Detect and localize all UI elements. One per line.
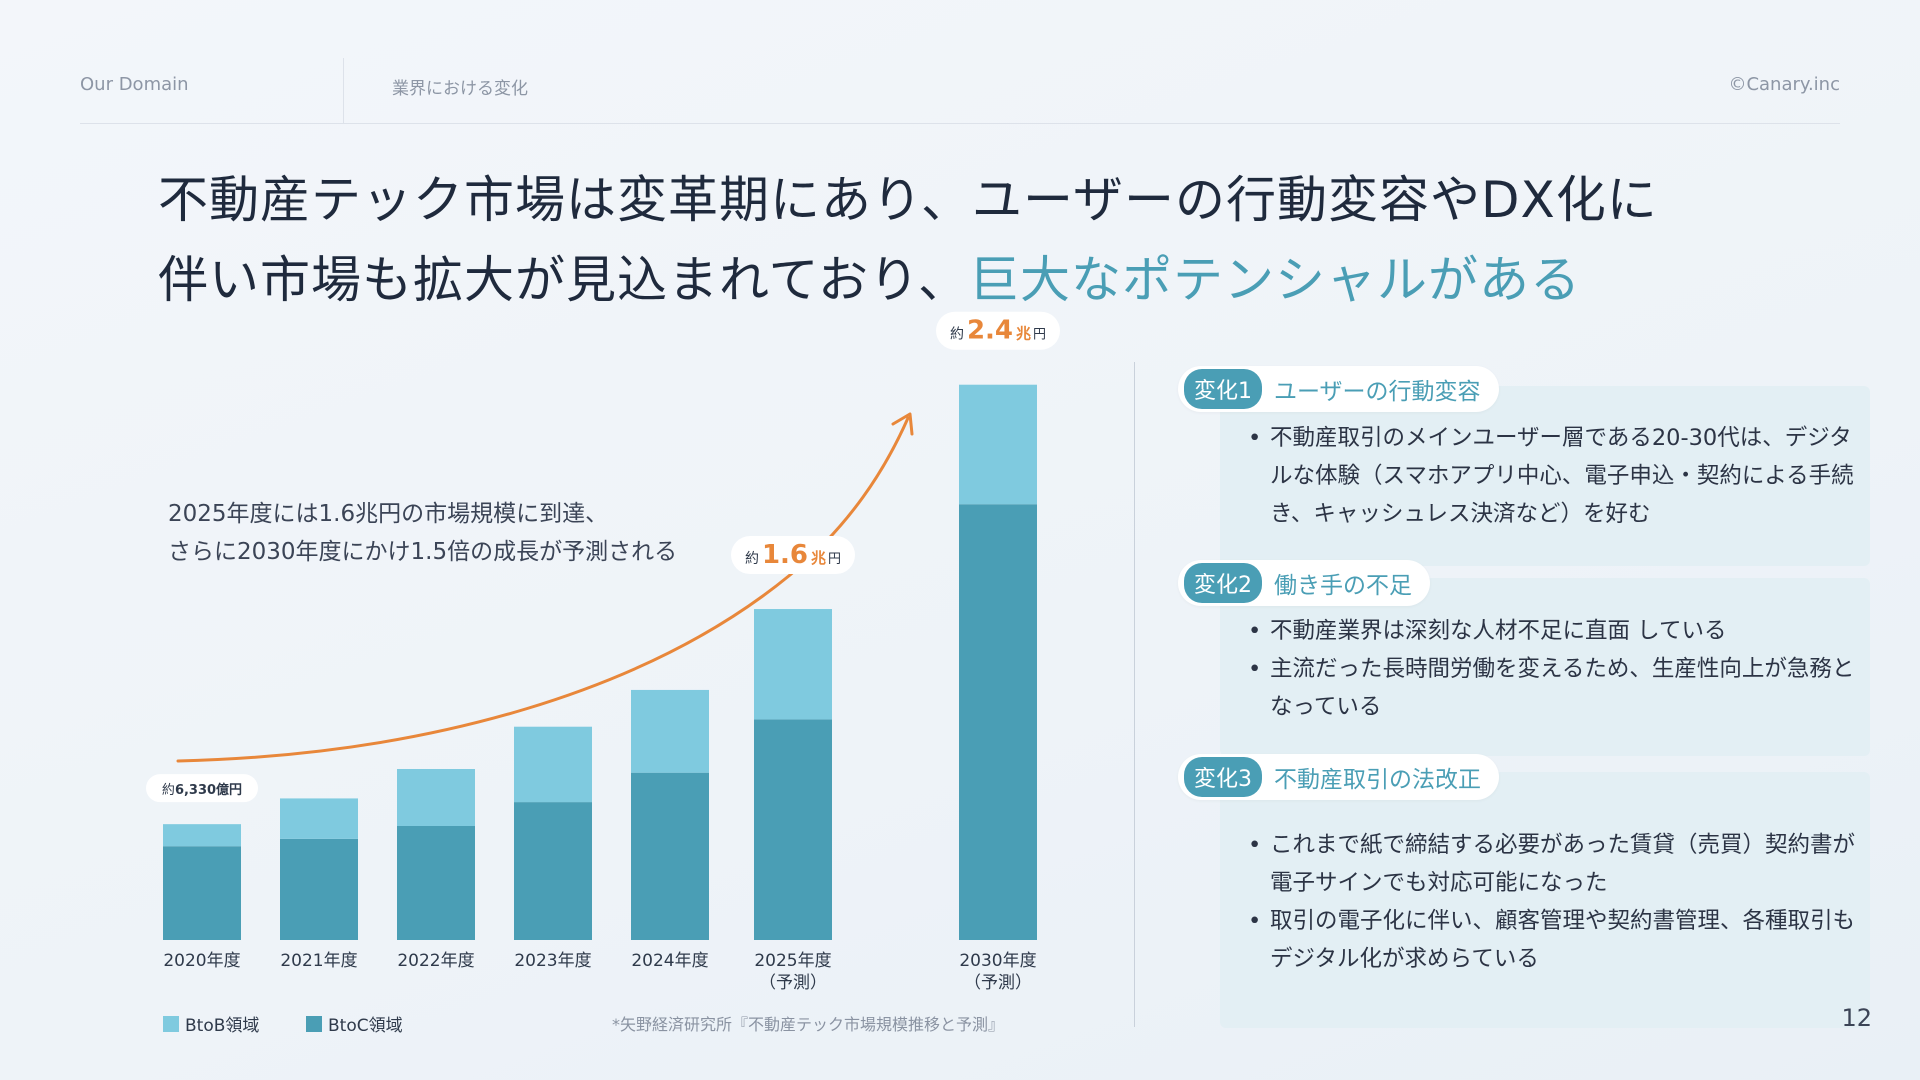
bar-btoc [280, 838, 358, 940]
vertical-divider [1134, 362, 1135, 1027]
x-tick-label: 2022年度 [397, 951, 474, 971]
page-header: Our Domain 業界における変化 ©Canary.inc [0, 58, 1920, 124]
change-pill-2: 変化2 働き手の不足 [1178, 560, 1430, 606]
chart-source: *矢野経済研究所『不動産テック市場規模推移と予測』 [612, 1015, 1005, 1034]
x-tick-label: 2021年度 [280, 951, 357, 971]
change-pill-3: 変化3 不動産取引の法改正 [1178, 754, 1499, 800]
lead-line-2: さらに2030年度にかけ1.5倍の成長が予測される [168, 539, 678, 565]
bar-btob [514, 726, 592, 803]
change-pill-1: 変化1 ユーザーの行動変容 [1178, 366, 1499, 412]
bar-btob [280, 798, 358, 839]
change-title-1: ユーザーの行動変容 [1274, 379, 1481, 405]
x-tick-label: （予測） [759, 973, 827, 993]
change-point: 不動産取引のメインユーザー層である20-30代は、デジタルな体験（スマホアプリ中… [1248, 419, 1858, 533]
x-tick-label: 2030年度 [959, 951, 1036, 971]
legend-btoc: BtoC領域 [306, 1011, 403, 1036]
trend-arrow-line [176, 416, 910, 763]
change-points-3: これまで紙で締結する必要があった賃貸（売買）契約書が電子サインでも対応可能になっ… [1248, 826, 1858, 978]
change-points-2: 不動産業界は深刻な人材不足に直面 している 主流だった長時間労働を変えるため、生… [1248, 612, 1858, 726]
change-title-2: 働き手の不足 [1274, 573, 1412, 599]
legend-label-btob: BtoB領域 [185, 1016, 260, 1036]
domain-label: Our Domain [80, 74, 189, 95]
bar-btob [754, 609, 832, 720]
change-points-1: 不動産取引のメインユーザー層である20-30代は、デジタルな体験（スマホアプリ中… [1248, 419, 1858, 533]
legend-swatch-btob [163, 1015, 179, 1032]
page-number: 12 [1841, 1004, 1872, 1032]
bar-btoc [754, 719, 832, 940]
page-title: 不動産テック市場は変革期にあり、ユーザーの行動変容やDX化に 伴い市場も拡大が見… [158, 160, 1658, 320]
change-point: 主流だった長時間労働を変えるため、生産性向上が急務となっている [1248, 650, 1858, 726]
bar-btob [397, 769, 475, 826]
legend-btob: BtoB領域 [163, 1011, 259, 1036]
change-tag-2: 変化2 [1184, 563, 1262, 603]
bar-btoc [959, 504, 1037, 940]
legend-swatch-btoc [306, 1015, 322, 1032]
bar-btoc [514, 802, 592, 940]
lead-line-1: 2025年度には1.6兆円の市場規模に到達、 [168, 501, 609, 527]
value-callout: 約 1.6 兆円 [745, 540, 841, 570]
legend-label-btoc: BtoC領域 [328, 1016, 403, 1036]
bar-btoc [631, 772, 709, 940]
title-plain: 伴い市場も拡大が見込まれており、 [158, 251, 969, 309]
change-tag-1: 変化1 [1184, 369, 1262, 409]
value-callout-bg [731, 536, 855, 575]
bar-btoc [397, 826, 475, 940]
bar-btob [163, 824, 241, 847]
bar-btoc [163, 846, 241, 940]
value-callout: 約 2.4 兆円 [950, 316, 1046, 346]
bar-btob [959, 384, 1037, 505]
chart-lead-text: 2025年度には1.6兆円の市場規模に到達、 さらに2030年度にかけ1.5倍の… [168, 495, 677, 571]
title-line-1: 不動産テック市場は変革期にあり、ユーザーの行動変容やDX化に [158, 171, 1658, 229]
x-tick-label: 2023年度 [514, 951, 591, 971]
section-label: 業界における変化 [392, 79, 528, 99]
copyright: ©Canary.inc [1728, 74, 1840, 95]
value-callout-bg [936, 311, 1060, 350]
market-size-chart: 2020年度 2021年度 2022年度 2023年度 2024年度 2025年度（予測）… [146, 311, 1060, 993]
trend-arrow-head [891, 412, 914, 436]
value-callout-bg [146, 774, 258, 803]
bar-btob [631, 689, 709, 773]
change-point: これまで紙で締結する必要があった賃貸（売買）契約書が電子サインでも対応可能になっ… [1248, 826, 1858, 902]
change-point: 不動産業界は深刻な人材不足に直面 している [1248, 612, 1858, 650]
value-callout: 約6,330億円 [162, 782, 242, 798]
title-line-2: 伴い市場も拡大が見込まれており、巨大なポテンシャルがある [158, 240, 1658, 320]
header-rule [80, 123, 1840, 124]
x-tick-label: 2020年度 [163, 951, 240, 971]
title-highlight: 巨大なポテンシャルがある [969, 251, 1581, 309]
change-point: 取引の電子化に伴い、顧客管理や契約書管理、各種取引もデジタル化が求めらている [1248, 902, 1858, 978]
header-divider [343, 58, 344, 124]
x-tick-label: （予測） [964, 973, 1032, 993]
x-tick-label: 2024年度 [631, 951, 708, 971]
change-tag-3: 変化3 [1184, 757, 1262, 797]
x-tick-label: 2025年度 [754, 951, 831, 971]
change-title-3: 不動産取引の法改正 [1274, 767, 1481, 793]
